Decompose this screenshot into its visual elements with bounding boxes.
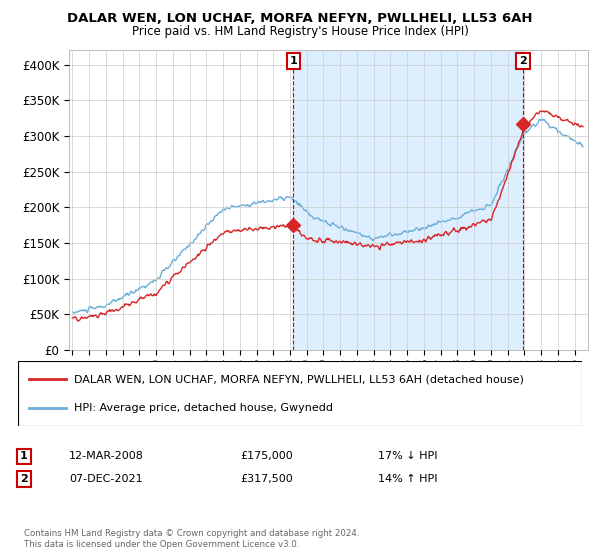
Text: DALAR WEN, LON UCHAF, MORFA NEFYN, PWLLHELI, LL53 6AH (detached house): DALAR WEN, LON UCHAF, MORFA NEFYN, PWLLH… (74, 374, 524, 384)
Text: 07-DEC-2021: 07-DEC-2021 (69, 474, 143, 484)
FancyBboxPatch shape (18, 361, 582, 426)
Bar (293, 50, 523, 350)
Text: 14% ↑ HPI: 14% ↑ HPI (378, 474, 437, 484)
Text: HPI: Average price, detached house, Gwynedd: HPI: Average price, detached house, Gwyn… (74, 403, 334, 413)
Text: Price paid vs. HM Land Registry's House Price Index (HPI): Price paid vs. HM Land Registry's House … (131, 25, 469, 38)
Text: 17% ↓ HPI: 17% ↓ HPI (378, 451, 437, 461)
Text: 1: 1 (289, 56, 297, 66)
Text: 2: 2 (20, 474, 28, 484)
Text: 12-MAR-2008: 12-MAR-2008 (69, 451, 144, 461)
Text: Contains HM Land Registry data © Crown copyright and database right 2024.
This d: Contains HM Land Registry data © Crown c… (24, 529, 359, 549)
Text: £175,000: £175,000 (240, 451, 293, 461)
Text: £317,500: £317,500 (240, 474, 293, 484)
Text: DALAR WEN, LON UCHAF, MORFA NEFYN, PWLLHELI, LL53 6AH: DALAR WEN, LON UCHAF, MORFA NEFYN, PWLLH… (67, 12, 533, 25)
Text: 1: 1 (20, 451, 28, 461)
Text: 2: 2 (519, 56, 527, 66)
